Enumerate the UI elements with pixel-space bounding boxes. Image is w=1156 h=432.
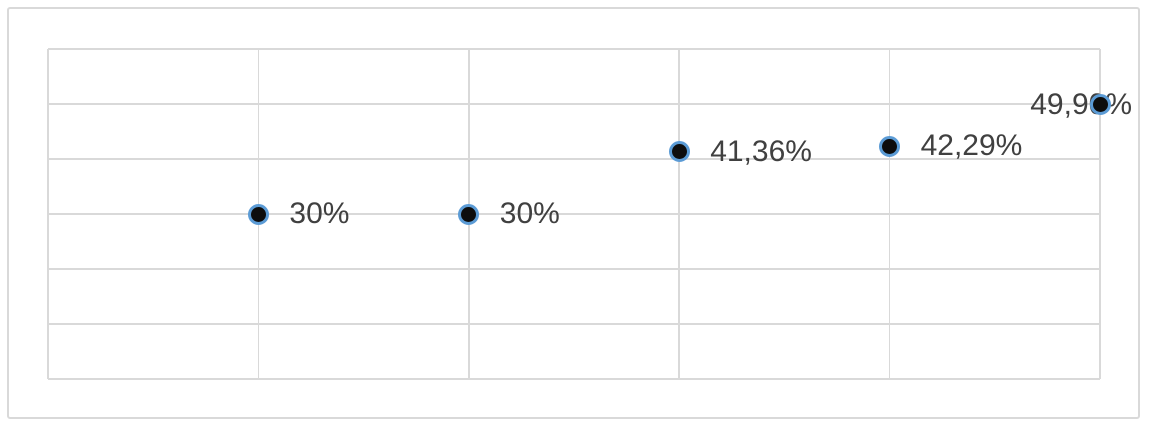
data-point-label: 30% bbox=[499, 197, 560, 230]
data-point-marker[interactable] bbox=[247, 203, 269, 225]
data-point-label: 41,36% bbox=[710, 134, 812, 168]
gridline-horizontal bbox=[48, 323, 1100, 325]
chart-border bbox=[7, 7, 1140, 419]
data-point-marker[interactable] bbox=[879, 135, 901, 157]
gridline-horizontal bbox=[48, 48, 1100, 50]
gridline-horizontal bbox=[48, 103, 1100, 105]
data-point-marker[interactable] bbox=[458, 203, 480, 225]
gridline-horizontal bbox=[48, 213, 1100, 215]
gridline-horizontal bbox=[48, 378, 1100, 380]
gridline-horizontal bbox=[48, 268, 1100, 270]
gridline-horizontal bbox=[48, 158, 1100, 160]
data-point-marker[interactable] bbox=[668, 141, 690, 163]
gridline-vertical bbox=[1099, 49, 1101, 379]
data-point-marker[interactable] bbox=[1089, 94, 1111, 116]
data-point-label: 30% bbox=[289, 197, 350, 230]
data-point-label: 49,90% bbox=[1030, 87, 1132, 121]
data-point-label: 42,29% bbox=[920, 129, 1023, 163]
